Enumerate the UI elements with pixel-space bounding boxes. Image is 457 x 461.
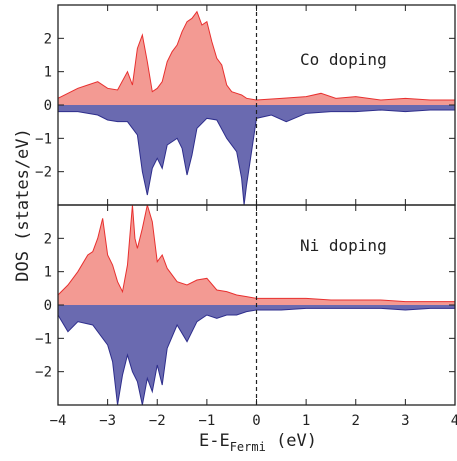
ni-y-tick-label: −2 — [35, 365, 52, 381]
co-y-tick-label: 0 — [44, 98, 52, 114]
ni-spin-down-area — [58, 305, 455, 405]
ni-doping-label: Ni doping — [300, 236, 387, 255]
ni-spin-up-line — [58, 205, 455, 303]
co-spin-down-line — [58, 109, 455, 205]
ni-y-tick-label: 0 — [44, 298, 52, 314]
x-axis-title: E-EFermi (eV) — [199, 431, 317, 454]
co-y-tick-label: −2 — [35, 165, 52, 181]
y-axis-title: DOS (states/eV) — [13, 128, 33, 282]
co-doping-label: Co doping — [300, 50, 387, 69]
x-tick-label: −4 — [50, 413, 67, 429]
x-axis-title-main: E-E — [199, 431, 230, 451]
x-tick-label: 2 — [352, 413, 360, 429]
co-spin-down-area — [58, 105, 455, 205]
x-tick-label: 4 — [451, 413, 457, 429]
ni-y-tick-label: 2 — [44, 231, 52, 247]
co-y-tick-label: 1 — [44, 65, 52, 81]
ni-y-tick-label: −1 — [35, 331, 52, 347]
x-tick-label: 3 — [401, 413, 409, 429]
ni-doping-panel: 2 1 0 −1 −2 −4 −3 −2 −1 0 1 2 3 4 — [35, 204, 457, 429]
co-spin-up-line — [58, 10, 455, 101]
x-tick-label: −2 — [149, 413, 166, 429]
x-tick-label: −3 — [99, 413, 116, 429]
x-tick-label: 1 — [302, 413, 310, 429]
co-y-tick-label: −1 — [35, 131, 52, 147]
co-doping-panel: 2 1 0 −1 −2 — [35, 4, 456, 206]
ni-spin-down-line — [58, 307, 455, 405]
x-axis-title-unit: (eV) — [266, 431, 317, 451]
x-axis-title-subscript: Fermi — [230, 440, 266, 454]
co-plot-area — [58, 10, 455, 205]
ni-spin-up-area — [58, 205, 455, 305]
ni-plot-area — [58, 205, 455, 405]
co-y-tick-label: 2 — [44, 31, 52, 47]
co-spin-up-area — [58, 11, 455, 106]
x-tick-label: −1 — [198, 413, 215, 429]
x-tick-label: 0 — [252, 413, 260, 429]
ni-y-tick-label: 1 — [44, 265, 52, 281]
